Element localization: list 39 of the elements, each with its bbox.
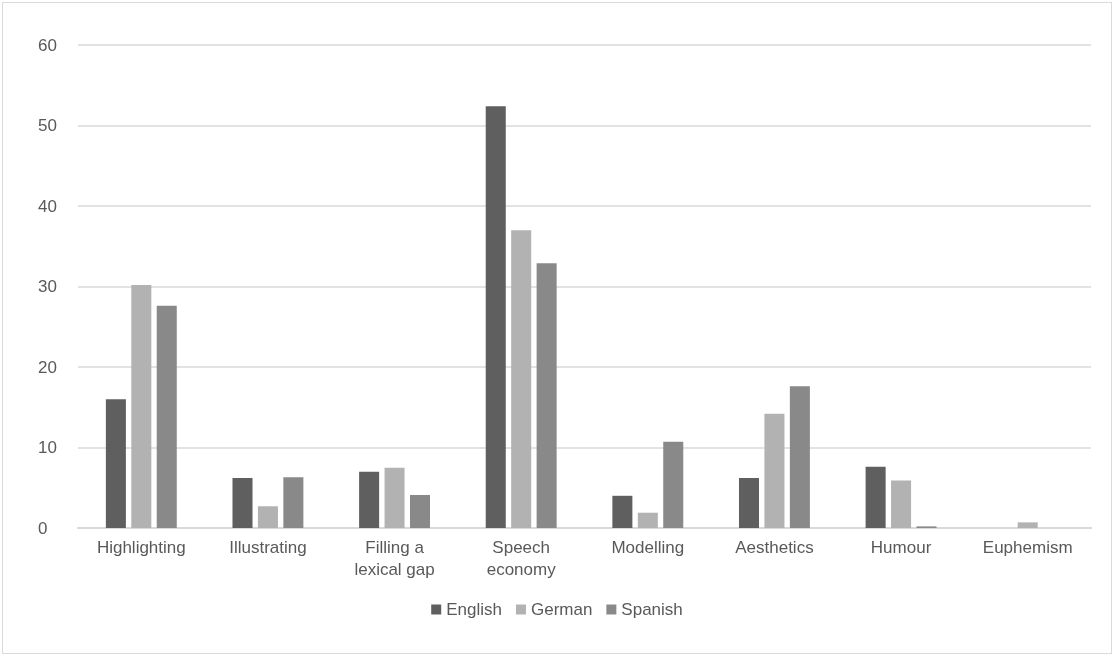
bar (1017, 522, 1038, 528)
bar (637, 512, 658, 528)
bar (511, 230, 532, 528)
bar (663, 441, 684, 528)
bar (865, 466, 886, 528)
y-tick-label: 0 (38, 518, 48, 538)
bar (359, 471, 380, 528)
x-tick-label: Speech economy (486, 537, 557, 579)
bar (131, 284, 152, 528)
y-tick-label: 10 (38, 438, 57, 457)
bar (156, 305, 177, 528)
bar (536, 263, 557, 528)
bar (891, 480, 912, 528)
y-tick-label: 60 (38, 35, 57, 55)
x-tick-label: Highlighting (96, 537, 186, 557)
x-tick-label: Humour (870, 537, 932, 557)
y-tick-label: 40 (38, 196, 57, 216)
bar (105, 399, 126, 528)
x-tick-label: Euphemism (982, 537, 1073, 557)
bar (789, 386, 810, 528)
y-tick-label: 20 (38, 357, 57, 377)
bar (257, 506, 278, 528)
bar (409, 495, 431, 528)
x-tick-label: Filling a lexical gap (354, 537, 435, 579)
legend-label: German (530, 600, 593, 619)
bar (738, 478, 760, 528)
x-tick-label: Modelling (611, 537, 685, 557)
bar (283, 477, 304, 528)
bar (232, 478, 253, 528)
legend-label: Spanish (621, 600, 683, 619)
y-tick-label: 30 (38, 277, 57, 296)
x-tick-label: Aesthetics (735, 537, 814, 557)
bar (485, 106, 506, 528)
bar (384, 467, 405, 528)
y-tick-label: 50 (38, 116, 57, 135)
legend-label: English (446, 600, 502, 619)
bar (612, 495, 633, 528)
x-tick-label: Illustrating (229, 537, 307, 557)
bar (764, 413, 785, 528)
